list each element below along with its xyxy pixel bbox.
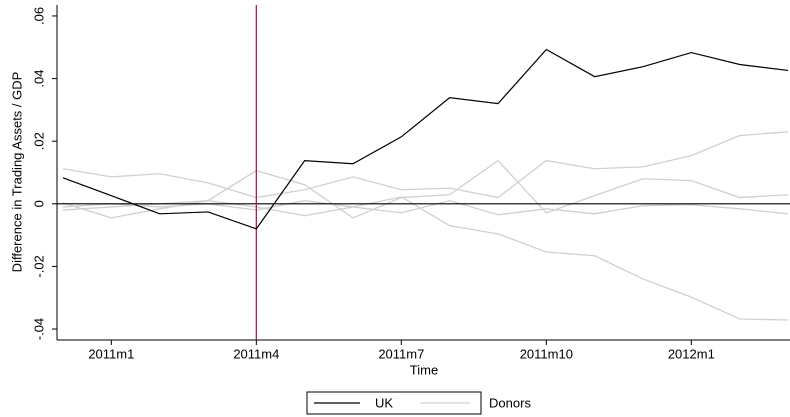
donor-line	[62, 159, 789, 219]
uk-line	[62, 48, 789, 230]
y-tick-label: .04	[31, 70, 46, 88]
y-tick-label: -.02	[31, 255, 46, 277]
y-tick-label: -.04	[31, 318, 46, 340]
x-tick-label: 2011m1	[88, 346, 134, 361]
y-tick-label: .06	[31, 7, 46, 25]
x-tick-label: 2011m4	[233, 346, 279, 361]
x-tick-label: 2011m7	[378, 346, 424, 361]
x-tick-label: 2012m1	[668, 346, 715, 361]
legend-label: Donors	[489, 395, 531, 410]
legend-box	[306, 391, 482, 415]
x-tick-label: 2011m10	[520, 346, 573, 361]
donor-line	[62, 200, 789, 219]
y-tick-label: 0	[31, 200, 46, 207]
donor-line	[62, 196, 789, 321]
y-tick-label: .02	[31, 132, 46, 150]
y-axis-title: Difference in Trading Assets / GDP	[9, 72, 24, 273]
donor-line	[62, 131, 789, 199]
x-axis-title: Time	[410, 362, 438, 377]
legend-label: UK	[375, 395, 393, 410]
